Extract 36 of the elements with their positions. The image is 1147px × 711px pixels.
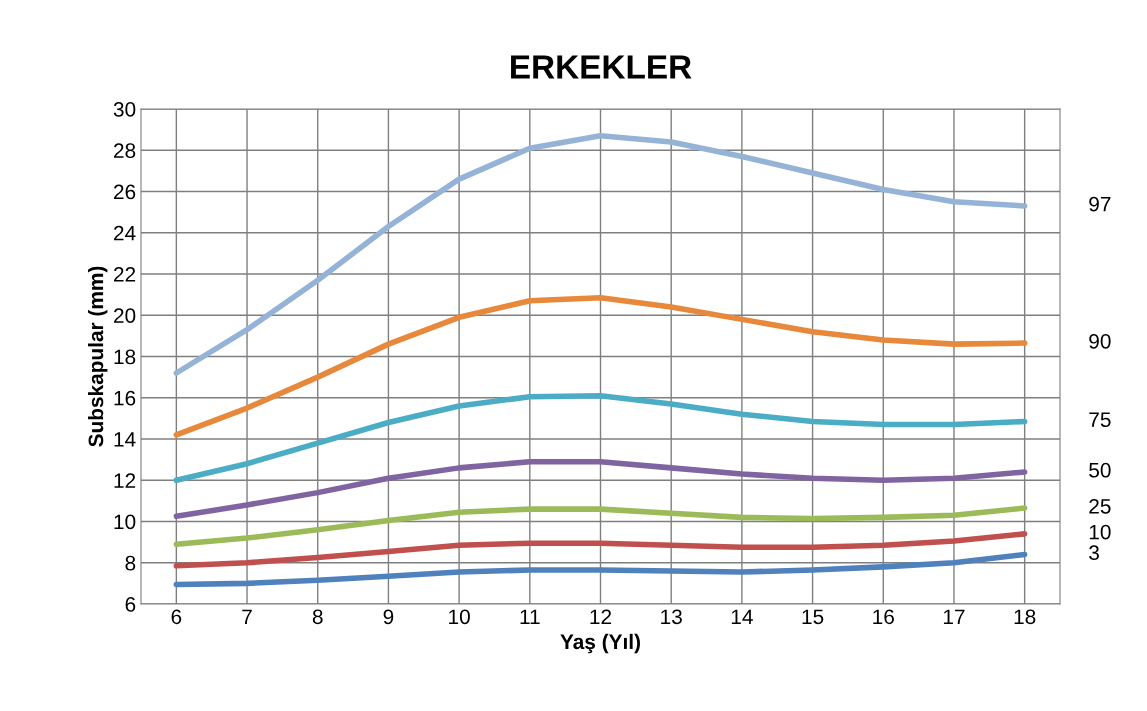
y-tick-label: 26 (114, 184, 136, 200)
y-tick-label: 12 (114, 473, 136, 488)
x-tick-label: 13 (661, 609, 682, 625)
text: 25 (1089, 498, 1111, 514)
x-tick-label: 18 (1014, 609, 1036, 625)
y-tick-label: 10 (114, 514, 136, 530)
y-tick-label: 6 (125, 597, 136, 612)
chart-title: ERKEKLER (511, 55, 692, 79)
y-axis-title: Subskapular (mm) (87, 266, 108, 447)
x-tick-label: 8 (312, 609, 323, 625)
y-tick-label: 22 (114, 267, 136, 282)
text: 97 (1089, 196, 1111, 212)
x-tick-label: 9 (383, 609, 394, 625)
y-tick-label: 14 (114, 432, 136, 447)
x-tick-label: 10 (449, 609, 470, 625)
y-tick-label: 18 (114, 349, 136, 365)
text: 90 (1089, 333, 1111, 349)
y-tick-label: 16 (114, 390, 136, 406)
x-tick-label: 11 (520, 609, 540, 624)
y-tick-label: 24 (114, 225, 136, 241)
y-tick-label: 20 (114, 308, 136, 323)
text: 50 (1089, 462, 1111, 478)
x-tick-label: 16 (873, 609, 894, 625)
x-tick-label: 17 (943, 609, 965, 624)
x-tick-label: 14 (731, 609, 753, 624)
text: 3 (1089, 545, 1099, 561)
text: 10 (1089, 524, 1111, 540)
y-tick-label: 8 (125, 555, 136, 571)
x-axis-title: Yaş (Yıl) (560, 633, 640, 654)
y-tick-label: 30 (113, 102, 136, 117)
x-tick-label: 12 (590, 609, 612, 624)
x-tick-label: 6 (171, 609, 182, 625)
y-tick-label: 28 (114, 143, 136, 158)
text: 75 (1089, 412, 1111, 428)
x-tick-label: 15 (802, 609, 824, 625)
x-tick-label: 7 (242, 609, 252, 624)
